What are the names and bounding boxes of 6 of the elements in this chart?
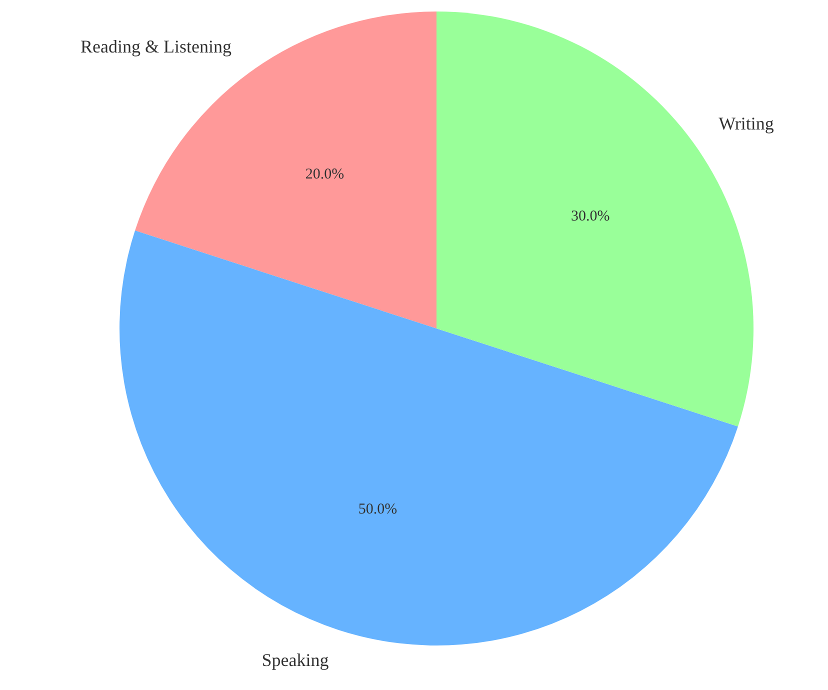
slice-label: Writing xyxy=(718,114,774,134)
data-label: 30.0% xyxy=(571,208,610,225)
slice-label: Speaking xyxy=(262,650,329,670)
data-label: 20.0% xyxy=(305,166,344,183)
data-label: 50.0% xyxy=(358,501,398,518)
slice-label: Reading & Listening xyxy=(80,36,232,56)
